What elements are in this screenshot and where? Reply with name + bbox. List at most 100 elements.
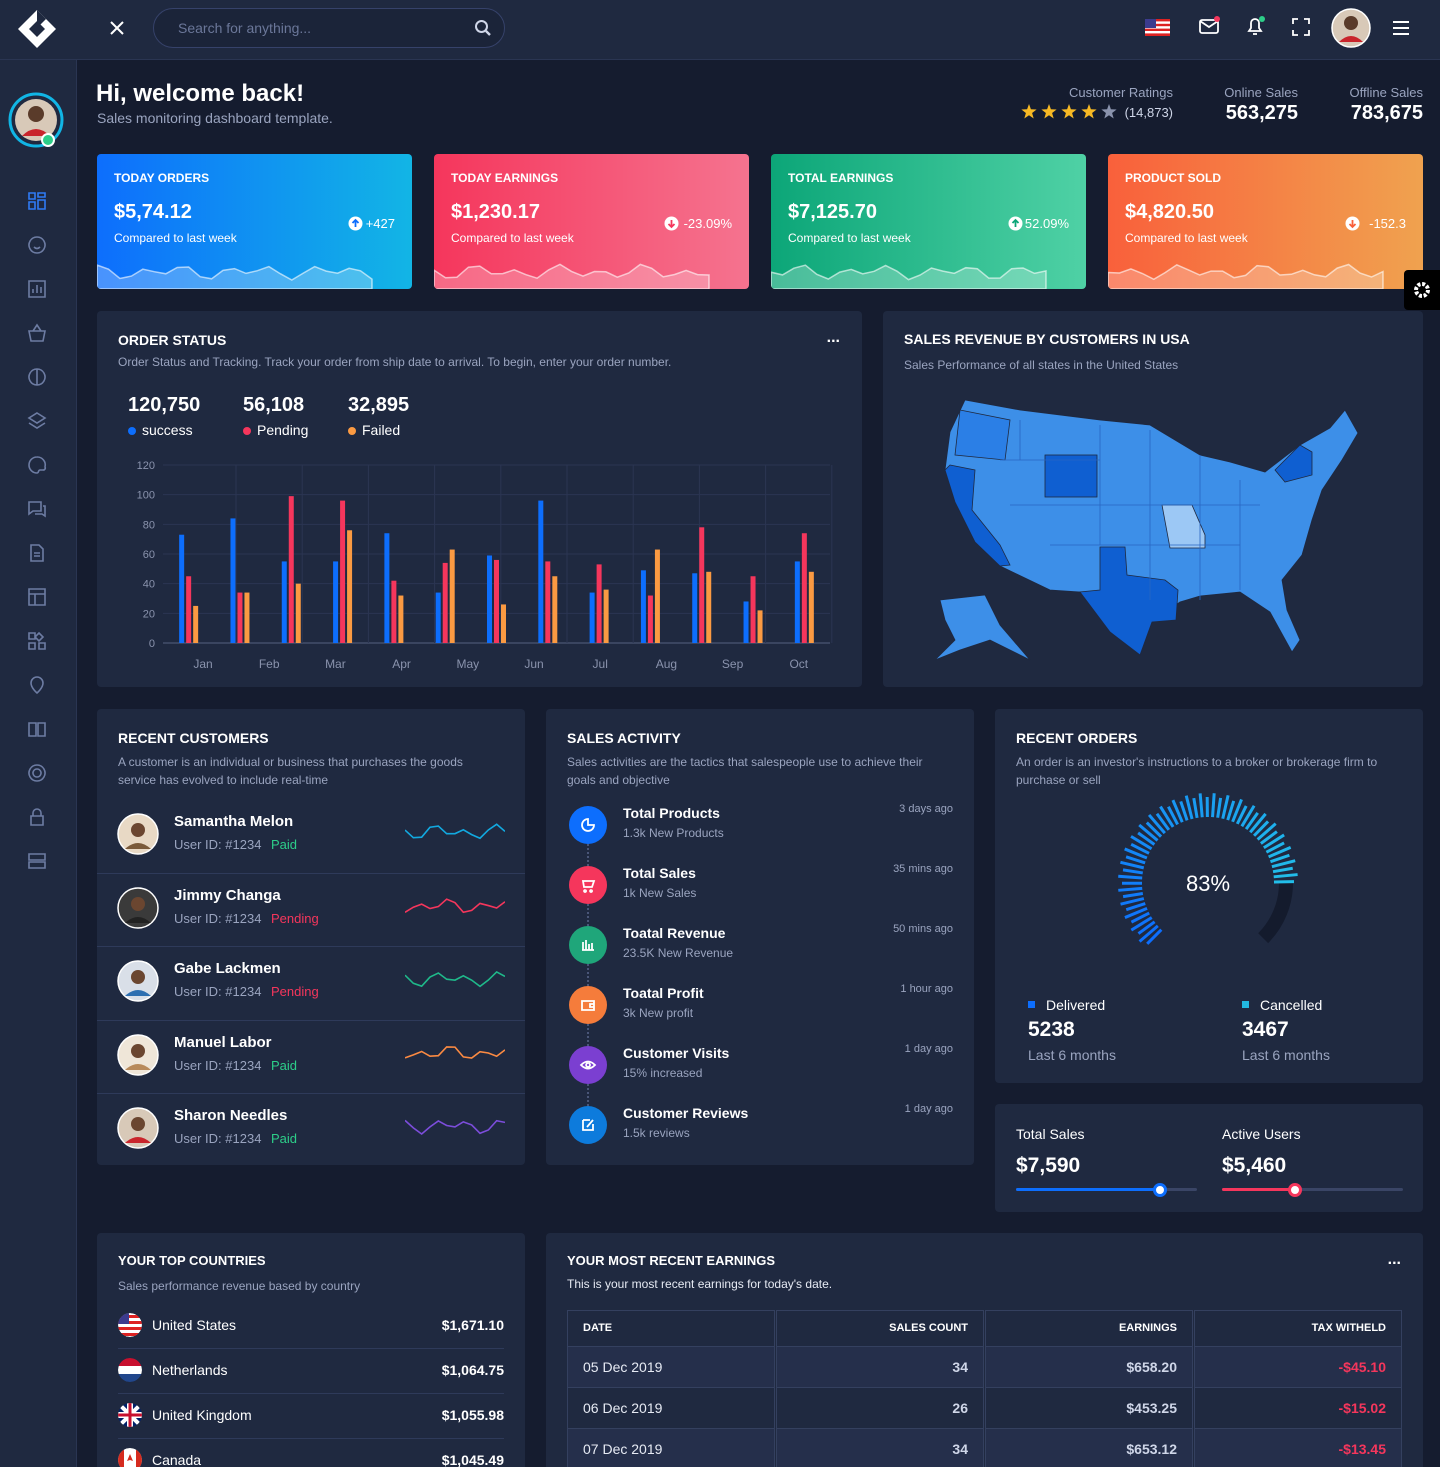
- activity-subtitle: 23.5K New Revenue: [623, 946, 734, 960]
- search-icon[interactable]: [474, 19, 492, 37]
- close-button[interactable]: [108, 19, 126, 37]
- trend-arrow: [1348, 220, 1356, 229]
- bar: [186, 576, 192, 643]
- fullscreen-icon[interactable]: [1291, 17, 1311, 37]
- slider-track[interactable]: [1222, 1188, 1403, 1191]
- bar: [596, 564, 602, 643]
- timeline-line: [587, 825, 589, 1125]
- user-avatar[interactable]: [1331, 8, 1371, 48]
- gauge-tick: [1159, 805, 1175, 828]
- table-cell: [985, 1429, 1193, 1467]
- gauge-tick: [1198, 793, 1204, 818]
- kpi-change: -152.3: [1369, 216, 1406, 231]
- sidebar-icon[interactable]: [27, 191, 47, 211]
- x-tick-label: Apr: [392, 657, 411, 671]
- sidebar-icon[interactable]: [27, 499, 47, 519]
- x-tick-label: May: [456, 657, 479, 671]
- sidebar-icon[interactable]: [27, 411, 47, 431]
- gauge-tick: [1125, 902, 1146, 912]
- customer-avatar: [117, 1107, 159, 1149]
- sidebar-icon[interactable]: [27, 763, 47, 783]
- activity-title: Toatal Profit: [623, 985, 704, 1001]
- sidebar-icon[interactable]: [27, 367, 47, 387]
- table-header-cell: [985, 1310, 1193, 1347]
- sidebar-icon[interactable]: [27, 543, 47, 563]
- gauge-tick: [1137, 920, 1156, 935]
- mail-icon[interactable]: [1198, 14, 1222, 38]
- gear-icon: [1414, 282, 1430, 298]
- sidebar-icon[interactable]: [27, 455, 47, 475]
- avatar-head: [131, 823, 145, 837]
- icon-shape: [28, 764, 46, 782]
- bar: [750, 576, 756, 643]
- customer-id: User ID: #1234: [174, 1131, 262, 1146]
- slider-knob[interactable]: [1153, 1183, 1167, 1197]
- gauge-tick: [1125, 855, 1146, 865]
- legend-note: Last 6 months: [1028, 1047, 1116, 1063]
- sidebar-icon[interactable]: [27, 323, 47, 343]
- more-button[interactable]: ...: [1387, 1251, 1401, 1268]
- card-title: ORDER STATUS: [118, 332, 227, 348]
- gauge: 83%: [1118, 793, 1298, 945]
- x-tick-label: Jun: [524, 657, 543, 671]
- search-box[interactable]: Search for anything...: [153, 8, 505, 48]
- rating-count: (14,873): [1124, 105, 1173, 120]
- kpi-value: $4,820.50: [1125, 201, 1214, 223]
- flag-us[interactable]: [1145, 19, 1170, 36]
- activity-title: Customer Reviews: [623, 1105, 749, 1121]
- sidebar-icon[interactable]: [27, 279, 47, 299]
- sidebar-icon[interactable]: [27, 719, 47, 739]
- activity-icon: [569, 926, 607, 964]
- table-text: $653.12: [1126, 1441, 1177, 1457]
- menu-icon[interactable]: [1391, 18, 1411, 38]
- bar: [552, 576, 558, 643]
- sidebar-icon[interactable]: [27, 851, 47, 871]
- gauge-tick: [1268, 846, 1292, 859]
- logo: [18, 10, 56, 48]
- customer-id: User ID: #1234: [174, 984, 262, 999]
- bar: [743, 601, 749, 643]
- customer-sparkline: [405, 823, 505, 840]
- icon-circle: [569, 986, 607, 1024]
- bar: [808, 571, 814, 643]
- customer-name: Sharon Needles: [174, 1107, 288, 1124]
- activity-subtitle: 3k New profit: [623, 1006, 694, 1020]
- activity-subtitle: 15% increased: [623, 1066, 703, 1080]
- customer-avatar: [117, 960, 159, 1002]
- gauge-tick: [1155, 812, 1171, 831]
- usa-map: [934, 399, 1359, 661]
- country-amount: $1,055.98: [441, 1407, 504, 1423]
- customer-sparkline: [405, 970, 505, 988]
- sidebar-icon[interactable]: [27, 587, 47, 607]
- sparkline: [405, 970, 505, 988]
- sidebar-icon[interactable]: [27, 631, 47, 651]
- sidebar-icon[interactable]: [27, 807, 47, 827]
- card-description: Sales Performance of all states in the U…: [904, 358, 1179, 372]
- bar: [230, 518, 236, 643]
- settings-tab[interactable]: [1404, 270, 1440, 310]
- gauge-tick: [1130, 916, 1153, 932]
- kpi-title: PRODUCT SOLD: [1125, 171, 1221, 185]
- kpi-note: Compared to last week: [451, 231, 574, 245]
- activity-icon: [569, 866, 607, 904]
- sidebar-icon[interactable]: [27, 235, 47, 255]
- sidebar-avatar[interactable]: [8, 92, 66, 150]
- sidebar-icon[interactable]: [27, 675, 47, 695]
- kpi-change: +427: [365, 216, 395, 231]
- kpi-sparkline: [97, 264, 373, 289]
- bar: [545, 561, 551, 643]
- gauge-tick: [1269, 853, 1290, 864]
- flag-stripe: [118, 1366, 142, 1374]
- icon-shape: [28, 280, 46, 298]
- customer-name: Gabe Lackmen: [174, 960, 281, 977]
- kpi-note: Compared to last week: [788, 231, 911, 245]
- gauge-tick: [1221, 794, 1230, 820]
- slider-knob[interactable]: [1288, 1183, 1302, 1197]
- top-countries-card: YOUR TOP COUNTRIES Sales performance rev…: [97, 1233, 525, 1467]
- bell-icon[interactable]: [1244, 14, 1268, 38]
- slider-fill: [1016, 1188, 1159, 1191]
- recent-customers-card: RECENT CUSTOMERS A customer is an indivi…: [97, 709, 525, 1165]
- trend-icon: [664, 216, 679, 231]
- avatar-body: [125, 916, 151, 923]
- more-button[interactable]: ...: [826, 329, 840, 346]
